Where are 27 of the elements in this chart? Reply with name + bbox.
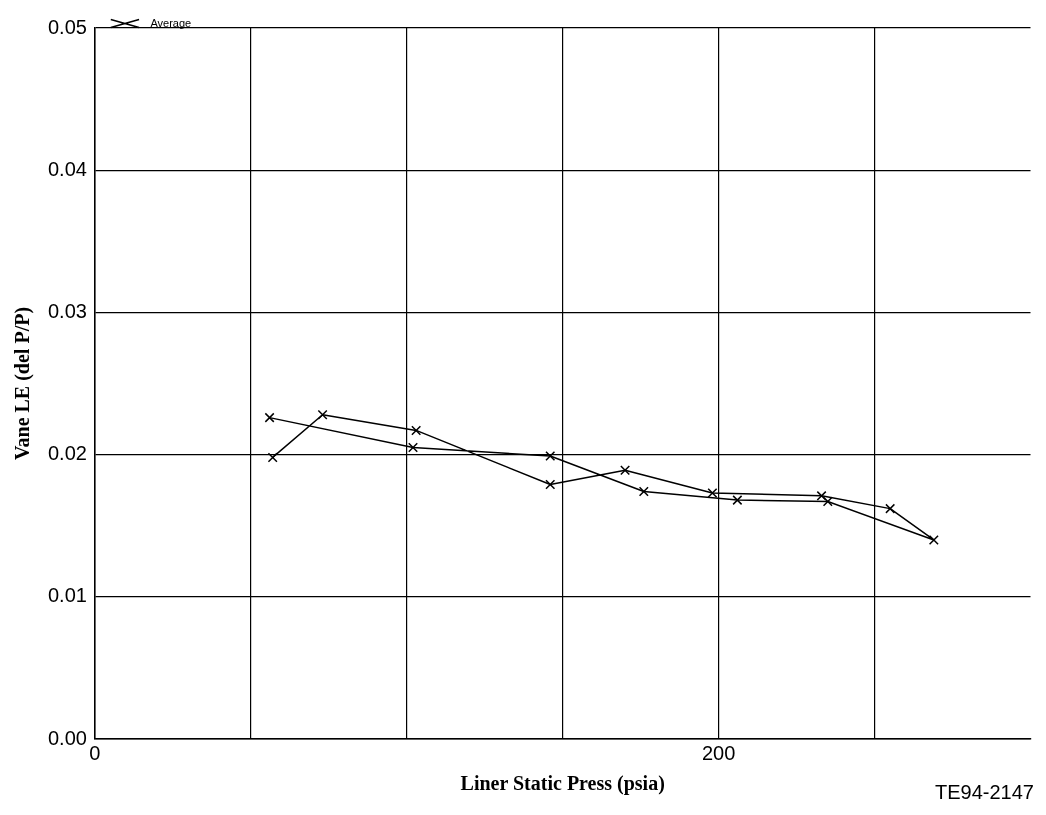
point: [732, 495, 743, 506]
text: TE94-2147: [935, 780, 1034, 803]
y-tick-label: 0.00: [47, 726, 87, 749]
point: [638, 486, 649, 497]
point: [267, 452, 278, 463]
point: [885, 503, 896, 514]
y-tick-label: 0.04: [47, 157, 87, 180]
point: [411, 425, 422, 436]
point: [317, 409, 328, 420]
y-axis-title: Vane LE (del P/P): [11, 306, 35, 461]
y-tick-label: 0.01: [47, 584, 87, 607]
point: [620, 465, 631, 476]
x-tick-label: 200: [701, 741, 736, 764]
point: [545, 451, 556, 462]
point: [264, 412, 275, 423]
y-tick-label: 0.02: [47, 442, 87, 465]
x-tick-label: 0: [89, 741, 101, 764]
legend-label: Average: [150, 16, 192, 29]
point: [816, 490, 827, 501]
point: [928, 534, 939, 545]
point: [408, 442, 419, 453]
y-tick-label: 0.05: [47, 15, 87, 38]
point: [707, 488, 718, 498]
y-tick-label: 0.03: [47, 299, 87, 322]
point: [822, 496, 833, 507]
x-axis-title: Liner Static Press (psia): [460, 772, 665, 796]
point: [545, 479, 556, 490]
